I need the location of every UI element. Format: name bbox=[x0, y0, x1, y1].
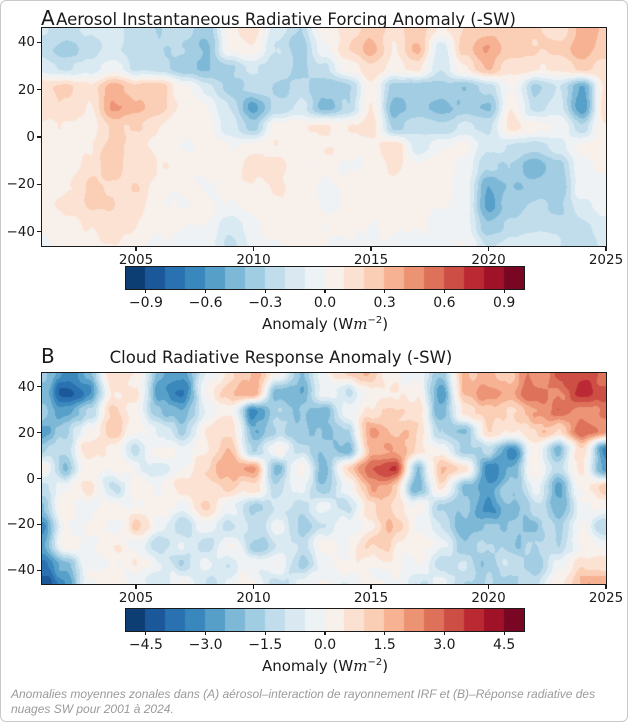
colorbar-tick-mark bbox=[443, 290, 445, 293]
x-tick-label: 2020 bbox=[471, 252, 506, 268]
colorbar-tick-mark bbox=[503, 632, 505, 635]
y-tick-mark bbox=[37, 523, 41, 525]
colorbar-tick-label: 4.5 bbox=[492, 637, 516, 653]
colorbar-a-canvas bbox=[125, 266, 525, 290]
heatmap-b-canvas bbox=[41, 372, 607, 585]
colorbar-tick-label: 1.5 bbox=[373, 637, 396, 653]
colorbar-tick-label: −0.3 bbox=[248, 295, 283, 311]
colorbar-tick-mark bbox=[324, 290, 326, 293]
x-tick-mark bbox=[370, 247, 372, 251]
x-tick-mark bbox=[135, 585, 137, 589]
colorbar-tick-label: 0.0 bbox=[313, 295, 337, 311]
y-tick-label: 0 bbox=[26, 129, 35, 145]
colorbar-tick-label: 0.0 bbox=[313, 637, 337, 653]
colorbar-tick-mark bbox=[205, 632, 207, 635]
x-tick-label: 2025 bbox=[588, 590, 624, 606]
x-tick-label: 2015 bbox=[353, 590, 389, 606]
colorbar-tick-mark bbox=[384, 632, 386, 635]
x-tick-mark bbox=[487, 247, 490, 251]
y-tick-mark bbox=[37, 183, 41, 185]
colorbar-tick-mark bbox=[324, 632, 326, 635]
y-tick-mark bbox=[37, 41, 41, 43]
colorbar-tick-label: 0.3 bbox=[373, 295, 396, 311]
y-tick-label: −20 bbox=[6, 516, 36, 533]
panel-a-letter: A bbox=[41, 6, 55, 30]
colorbar-tick-label: 0.9 bbox=[492, 295, 516, 311]
y-tick-label: 20 bbox=[17, 81, 35, 98]
x-tick-mark bbox=[370, 585, 372, 589]
panel-b-letter: B bbox=[41, 344, 55, 368]
y-tick-label: −40 bbox=[6, 223, 36, 240]
x-tick-label: 2025 bbox=[588, 252, 624, 268]
x-tick-label: 2005 bbox=[118, 252, 154, 268]
y-tick-label: 20 bbox=[17, 424, 35, 441]
colorbar-tick-mark bbox=[205, 290, 207, 293]
colorbar-tick-label: −0.9 bbox=[128, 295, 163, 311]
panel-b-title: Cloud Radiative Response Anomaly (-SW) bbox=[109, 348, 453, 367]
y-tick-mark bbox=[37, 386, 41, 388]
x-tick-label: 2015 bbox=[353, 252, 389, 268]
x-tick-label: 2010 bbox=[236, 252, 271, 268]
y-tick-label: 40 bbox=[17, 34, 35, 51]
heatmap-a-canvas bbox=[41, 27, 607, 247]
y-tick-mark bbox=[37, 432, 41, 434]
x-tick-label: 2020 bbox=[471, 590, 506, 606]
colorbar-a-label: Anomaly (Wm−2) bbox=[261, 315, 389, 333]
colorbar-tick-mark bbox=[145, 290, 147, 293]
y-tick-mark bbox=[37, 231, 41, 233]
x-tick-label: 2010 bbox=[236, 590, 271, 606]
colorbar-tick-label: −0.6 bbox=[188, 295, 223, 311]
x-tick-mark bbox=[252, 585, 255, 589]
y-tick-mark bbox=[37, 569, 41, 571]
y-tick-mark bbox=[37, 477, 41, 480]
colorbar-tick-label: 0.6 bbox=[433, 295, 456, 311]
colorbar-tick-mark bbox=[264, 290, 266, 293]
colorbar-tick-mark bbox=[264, 632, 266, 635]
x-tick-mark bbox=[605, 585, 607, 589]
y-tick-label: −20 bbox=[6, 176, 36, 193]
x-tick-mark bbox=[135, 247, 137, 251]
colorbar-tick-mark bbox=[145, 632, 147, 635]
y-tick-mark bbox=[37, 89, 41, 91]
y-tick-label: −40 bbox=[6, 562, 36, 579]
colorbar-tick-label: 3.0 bbox=[433, 637, 456, 653]
colorbar-tick-label: −3.0 bbox=[188, 637, 223, 653]
figure-caption: Anomalies moyennes zonales dans (A) aéro… bbox=[11, 687, 596, 716]
colorbar-tick-label: −1.5 bbox=[248, 637, 283, 653]
y-tick-label: 0 bbox=[26, 470, 35, 487]
colorbar-tick-mark bbox=[384, 290, 386, 293]
y-tick-mark bbox=[37, 136, 41, 138]
x-tick-label: 2005 bbox=[118, 590, 154, 606]
colorbar-b-canvas bbox=[125, 608, 525, 632]
x-tick-mark bbox=[487, 585, 490, 589]
colorbar-tick-mark bbox=[503, 290, 505, 293]
panel-a-title: Aerosol Instantaneous Radiative Forcing … bbox=[56, 10, 516, 29]
colorbar-b-label: Anomaly (Wm−2) bbox=[261, 657, 389, 675]
y-tick-label: 40 bbox=[17, 378, 35, 395]
colorbar-tick-mark bbox=[443, 632, 445, 635]
x-tick-mark bbox=[605, 247, 607, 251]
colorbar-tick-label: −4.5 bbox=[128, 637, 163, 653]
x-tick-mark bbox=[252, 247, 255, 251]
